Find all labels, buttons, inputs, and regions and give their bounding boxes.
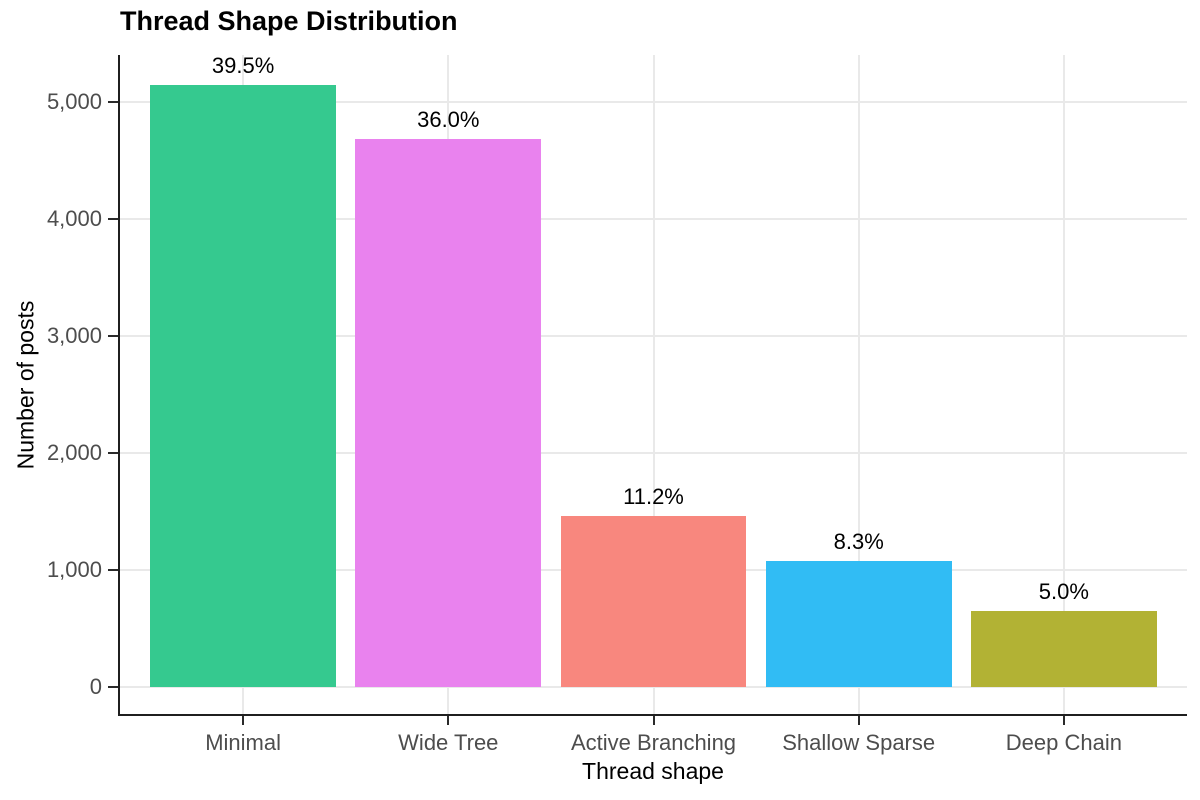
y-axis-line	[118, 55, 120, 716]
plot-panel: 39.5% 36.0% 11.2% 8.3% 5.0%	[120, 53, 1187, 716]
bar-active-branching	[560, 516, 747, 687]
x-tick-label: Wide Tree	[398, 730, 499, 755]
bar-percent-label: 11.2%	[623, 484, 684, 510]
bar-wide-tree	[355, 138, 542, 687]
bar-minimal	[150, 85, 337, 687]
x-tick-label: Active Branching	[570, 730, 737, 755]
y-tick-mark	[108, 334, 118, 337]
x-tick-label: Deep Chain	[1005, 730, 1122, 755]
bar-percent-label: 5.0%	[1038, 578, 1089, 604]
bar-percent-label: 8.3%	[833, 528, 884, 554]
y-tick-mark	[108, 217, 118, 220]
bar-deep-chain	[970, 610, 1157, 687]
x-tick-mark	[242, 716, 245, 725]
x-tick-mark	[1062, 716, 1065, 725]
x-tick-mark	[447, 716, 450, 725]
y-tick-label: 3,000	[46, 322, 102, 348]
y-tick-mark	[108, 451, 118, 454]
y-tick-mark	[108, 100, 118, 103]
y-tick-label: 2,000	[46, 439, 102, 465]
x-tick-label: Minimal	[205, 730, 282, 755]
gridline-vertical	[857, 55, 860, 716]
x-axis-title: Thread shape	[582, 758, 724, 784]
x-tick-mark	[857, 716, 860, 725]
bar-percent-label: 39.5%	[211, 53, 275, 79]
y-tick-label: 0	[89, 674, 102, 699]
x-tick-mark	[652, 716, 655, 725]
y-tick-label: 5,000	[46, 88, 102, 114]
y-tick-mark	[108, 686, 118, 688]
gridline-vertical	[1062, 55, 1065, 716]
bar-shallow-sparse	[765, 560, 952, 687]
y-tick-label: 1,000	[46, 556, 102, 582]
chart-title: Thread Shape Distribution	[120, 6, 458, 36]
y-tick-label: 4,000	[46, 205, 102, 231]
x-axis-line	[118, 714, 1187, 716]
x-tick-label: Shallow Sparse	[782, 730, 936, 755]
gridline-vertical	[652, 55, 655, 716]
y-tick-mark	[108, 568, 118, 571]
bar-percent-label: 36.0%	[417, 106, 480, 132]
